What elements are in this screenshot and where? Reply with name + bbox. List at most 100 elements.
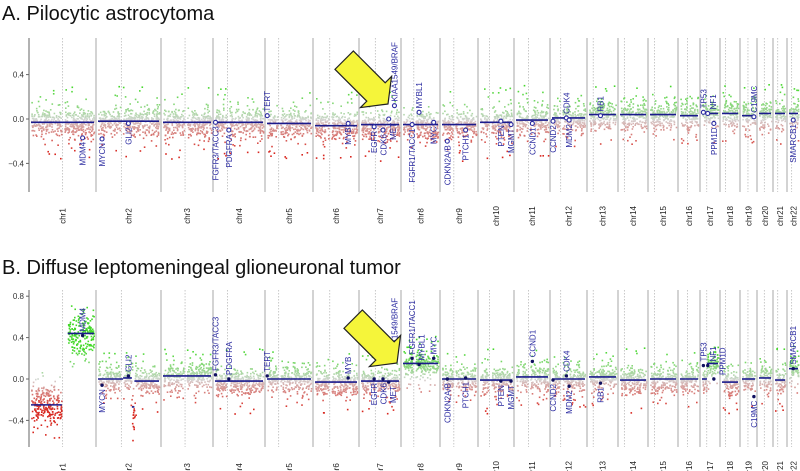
probe-point (66, 120, 69, 122)
probe-point (608, 123, 611, 126)
probe-point (348, 117, 350, 119)
probe-point (347, 119, 349, 122)
probe-point (129, 121, 132, 123)
probe-point (248, 128, 251, 131)
probe-point (361, 138, 364, 141)
probe-point (562, 114, 565, 116)
probe-point (534, 132, 536, 135)
probe-point (253, 128, 256, 130)
probe-point (356, 129, 358, 132)
probe-point (691, 118, 693, 120)
probe-point (657, 112, 660, 115)
probe-point (583, 113, 585, 116)
probe-point (377, 127, 379, 130)
probe-point (256, 124, 258, 126)
probe-point (201, 114, 203, 116)
probe-point (651, 122, 653, 125)
probe-point (128, 115, 131, 118)
probe-point (179, 132, 182, 134)
probe-point (237, 115, 240, 118)
probe-point (291, 127, 294, 129)
probe-point (136, 119, 139, 121)
probe-point (567, 112, 569, 115)
probe-point (695, 104, 697, 106)
probe-point (686, 125, 688, 127)
gene-label: TERT (263, 91, 272, 112)
probe-point (543, 115, 545, 118)
probe-point (54, 120, 57, 122)
probe-point (372, 122, 375, 125)
probe-point (318, 115, 321, 118)
probe-point (118, 121, 121, 124)
probe-point (728, 94, 731, 96)
probe-point (188, 124, 190, 126)
probe-point (239, 139, 242, 142)
probe-point (372, 136, 375, 138)
probe-point (653, 130, 656, 133)
probe-point (714, 117, 716, 119)
probe-point (696, 139, 698, 141)
probe-point (81, 125, 83, 127)
probe-point (442, 112, 444, 115)
probe-point (405, 118, 408, 121)
probe-point (620, 100, 622, 103)
probe-point (302, 128, 305, 131)
probe-point (523, 108, 525, 111)
probe-point (430, 138, 432, 141)
probe-point (534, 120, 537, 123)
probe-point (38, 105, 41, 108)
probe-point (522, 117, 524, 119)
probe-point (429, 135, 432, 138)
probe-point (114, 128, 116, 131)
probe-point (395, 113, 398, 115)
yellow-arrow-icon (334, 50, 393, 109)
probe-point (345, 147, 348, 149)
probe-point (795, 121, 798, 124)
probe-point (674, 96, 676, 98)
probe-point (710, 104, 712, 106)
probe-point (74, 127, 76, 130)
probe-point (251, 118, 253, 120)
probe-point (736, 114, 738, 116)
probe-point (612, 106, 614, 109)
probe-point (301, 128, 303, 130)
probe-point (580, 113, 582, 115)
probe-point (708, 114, 710, 117)
probe-point (524, 125, 527, 128)
probe-point (171, 124, 174, 127)
probe-point (608, 127, 610, 130)
probe-point (539, 124, 541, 126)
probe-point (447, 132, 449, 134)
probe-point (118, 113, 121, 115)
probe-point (569, 113, 571, 116)
probe-point (324, 118, 327, 121)
probe-point (596, 110, 598, 112)
probe-point (797, 119, 799, 122)
probe-point (663, 129, 665, 131)
probe-point (222, 126, 225, 129)
probe-point (724, 104, 726, 107)
probe-point (576, 105, 579, 108)
probe-point (655, 116, 657, 119)
probe-point (781, 99, 784, 102)
probe-point (72, 117, 75, 119)
probe-point (64, 125, 67, 128)
probe-point (429, 129, 431, 132)
probe-point (71, 90, 73, 93)
probe-point (702, 115, 705, 117)
probe-point (589, 120, 591, 122)
probe-point (674, 110, 677, 113)
probe-point (575, 125, 577, 127)
probe-point (430, 113, 432, 115)
chromosome-label: chr2 (125, 463, 134, 471)
probe-point (181, 126, 184, 129)
probe-point (138, 114, 140, 117)
chromosome-label: chr17 (706, 205, 715, 226)
probe-point (201, 131, 203, 133)
probe-point (410, 126, 413, 129)
gene-label: CCND2 (549, 125, 558, 153)
probe-point (425, 119, 428, 121)
probe-point (415, 122, 418, 125)
probe-point (537, 101, 539, 104)
gene-marker (431, 119, 437, 125)
